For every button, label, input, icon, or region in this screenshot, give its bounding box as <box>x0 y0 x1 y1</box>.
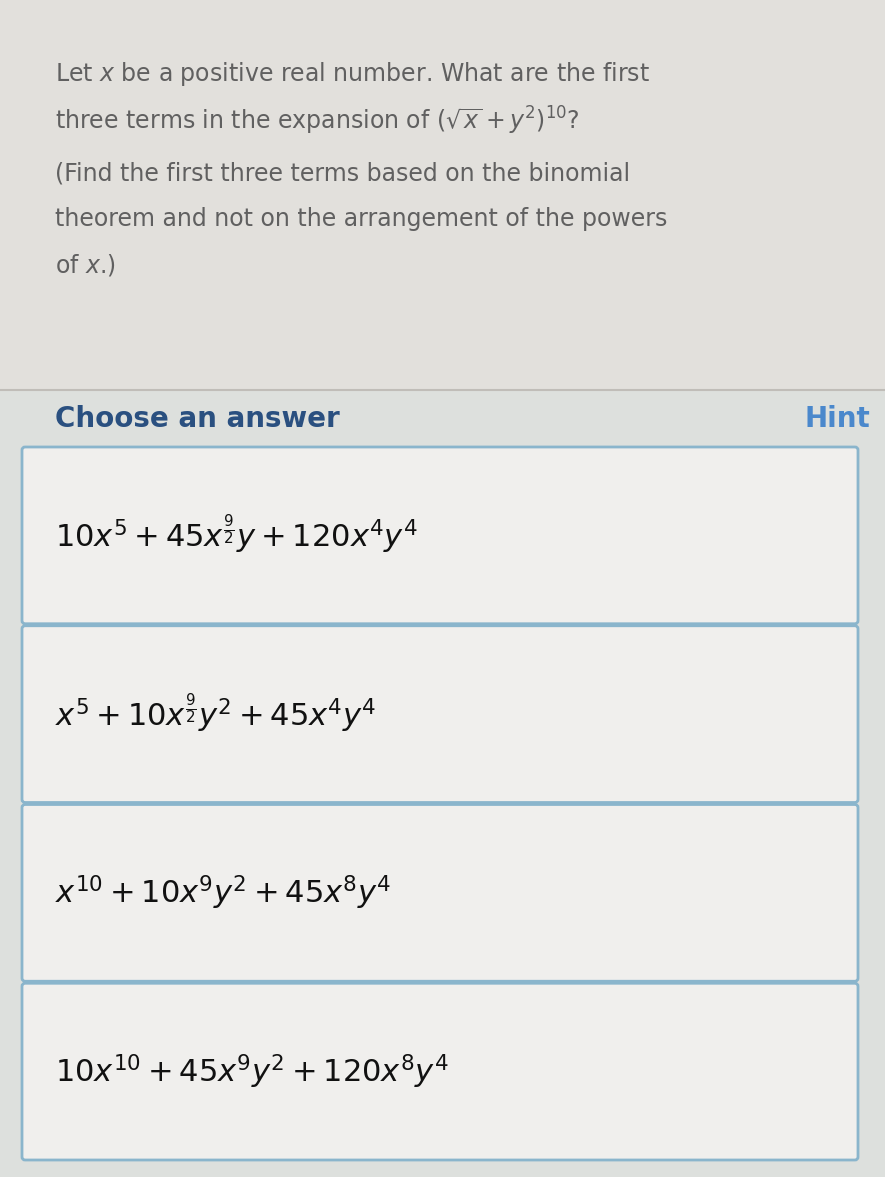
Text: of $x$.): of $x$.) <box>55 252 116 278</box>
FancyBboxPatch shape <box>22 805 858 982</box>
Text: three terms in the expansion of $(\sqrt{x}+y^2)^{10}$?: three terms in the expansion of $(\sqrt{… <box>55 105 580 138</box>
Text: $10x^5 + 45x^{\frac{9}{2}}y + 120x^4y^4$: $10x^5 + 45x^{\frac{9}{2}}y + 120x^4y^4$ <box>55 513 418 558</box>
Text: $10x^{10} + 45x^9y^2 + 120x^8y^4$: $10x^{10} + 45x^9y^2 + 120x^8y^4$ <box>55 1052 449 1091</box>
FancyBboxPatch shape <box>22 983 858 1161</box>
Text: (Find the first three terms based on the binomial: (Find the first three terms based on the… <box>55 162 630 186</box>
Text: $x^{10} + 10x^9y^2 + 45x^8y^4$: $x^{10} + 10x^9y^2 + 45x^8y^4$ <box>55 873 391 912</box>
Text: $x^5 + 10x^{\frac{9}{2}}y^2 + 45x^4y^4$: $x^5 + 10x^{\frac{9}{2}}y^2 + 45x^4y^4$ <box>55 692 376 737</box>
FancyBboxPatch shape <box>22 447 858 624</box>
Text: Hint: Hint <box>804 405 870 433</box>
Text: Let $x$ be a positive real number. What are the first: Let $x$ be a positive real number. What … <box>55 60 650 88</box>
FancyBboxPatch shape <box>0 0 885 390</box>
Text: theorem and not on the arrangement of the powers: theorem and not on the arrangement of th… <box>55 207 667 231</box>
FancyBboxPatch shape <box>22 626 858 803</box>
Text: Choose an answer: Choose an answer <box>55 405 340 433</box>
